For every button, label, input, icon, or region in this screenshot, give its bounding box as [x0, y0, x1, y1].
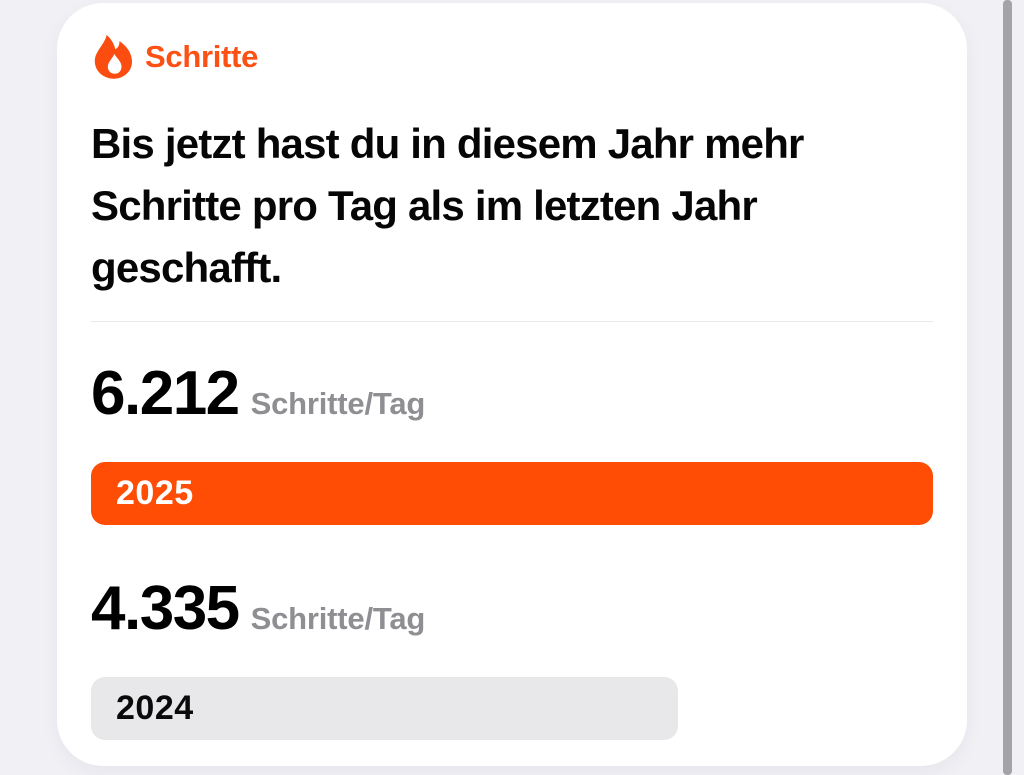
- divider: [91, 321, 933, 322]
- stat-value-2024: 4.335: [91, 574, 240, 643]
- stat-value-2025: 6.212: [91, 359, 240, 428]
- insight-headline: Bis jetzt hast du in diesem Jahr mehr Sc…: [91, 120, 804, 291]
- stat-unit-2024: Schritte/Tag: [250, 601, 426, 636]
- steps-trend-card[interactable]: Schritte Bis jetzt hast du in diesem Jah…: [57, 3, 967, 766]
- stat-row-2025: 6.212 Schritte/Tag: [91, 358, 933, 440]
- year-bar-2025: 2025: [91, 462, 933, 525]
- year-label-2024: 2024: [116, 689, 194, 727]
- card-header: Schritte: [91, 33, 933, 81]
- scrollbar-thumb[interactable]: [1003, 0, 1012, 775]
- card-title: Schritte: [145, 39, 259, 74]
- stat-row-2024: 4.335 Schritte/Tag: [91, 573, 933, 655]
- flame-icon: [94, 35, 132, 79]
- year-bar-2024: 2024: [91, 677, 678, 740]
- year-label-2025: 2025: [116, 474, 194, 512]
- stat-unit-2025: Schritte/Tag: [250, 386, 426, 421]
